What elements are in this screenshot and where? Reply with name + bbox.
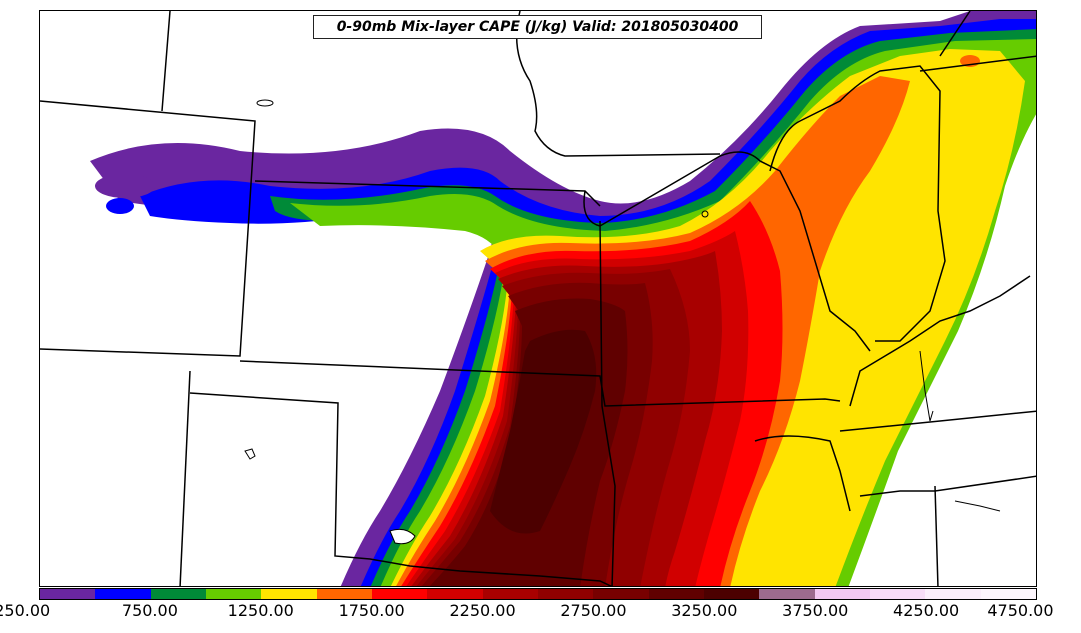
colorbar-segment	[261, 589, 317, 599]
cape-map	[40, 11, 1036, 586]
boundary-line	[754, 435, 851, 512]
colorbar-tick-label: 1750.00	[338, 601, 405, 620]
colorbar	[39, 588, 1037, 600]
colorbar-segment	[925, 589, 981, 599]
colorbar-segment	[95, 589, 151, 599]
boundary-line	[239, 360, 841, 407]
colorbar-segment	[40, 589, 96, 599]
lake-outline	[919, 350, 934, 422]
contour-blackred	[490, 329, 597, 534]
colorbar-tick-label: 250.00	[0, 601, 51, 620]
lake-outline	[389, 528, 416, 545]
contour-blob	[185, 149, 235, 173]
colorbar-tick-label: 2250.00	[449, 601, 516, 620]
colorbar-segment	[593, 589, 649, 599]
colorbar-segment	[648, 589, 704, 599]
cape-contours	[90, 11, 1036, 586]
colorbar-segment	[205, 589, 262, 599]
map-panel	[39, 10, 1037, 587]
boundary-line	[189, 392, 613, 586]
boundary-line	[515, 11, 721, 157]
colorbar-tick-label: 3750.00	[782, 601, 849, 620]
lake-outline	[244, 448, 256, 460]
lake-outline	[701, 210, 709, 218]
boundary-line	[40, 100, 256, 357]
colorbar-segment	[869, 589, 926, 599]
boundary-line	[934, 485, 939, 586]
colorbar-segment	[316, 589, 372, 599]
boundary-line	[161, 11, 171, 112]
colorbar-segment	[537, 589, 594, 599]
lake-outline	[256, 99, 274, 107]
boundary-line	[919, 55, 1036, 72]
water-features	[244, 99, 1001, 545]
boundary-line	[599, 220, 616, 586]
colorbar-tick-label: 750.00	[121, 601, 178, 620]
boundary-line	[583, 151, 871, 352]
colorbar-tick-label: 4750.00	[987, 601, 1054, 620]
boundary-line	[769, 65, 946, 342]
colorbar-segment	[759, 589, 815, 599]
colorbar-segment	[980, 589, 1036, 599]
colorbar-segment	[482, 589, 538, 599]
colorbar-segment	[814, 589, 870, 599]
political-boundaries	[40, 11, 1036, 586]
lake-outline	[954, 500, 1001, 512]
boundary-line	[859, 475, 1036, 497]
colorbar-segment	[703, 589, 760, 599]
colorbar-tick-labels: 250.00 750.00 1250.00 1750.00 2250.00 2750.00…	[0, 601, 1081, 625]
colorbar-segment	[371, 589, 428, 599]
boundary-line	[839, 410, 1036, 432]
colorbar-segment	[427, 589, 483, 599]
boundary-line	[939, 11, 971, 57]
colorbar-tick-label: 4250.00	[893, 601, 960, 620]
colorbar-segment	[150, 589, 206, 599]
colorbar-tick-label: 2750.00	[560, 601, 627, 620]
colorbar-tick-label: 3250.00	[671, 601, 738, 620]
colorbar-tick-label: 1250.00	[227, 601, 294, 620]
contour-blob	[106, 198, 134, 214]
map-title: 0-90mb Mix-layer CAPE (J/kg) Valid: 2018…	[313, 15, 762, 39]
contour-blob	[95, 174, 155, 198]
boundary-line	[179, 370, 191, 586]
boundary-line	[849, 275, 1031, 407]
